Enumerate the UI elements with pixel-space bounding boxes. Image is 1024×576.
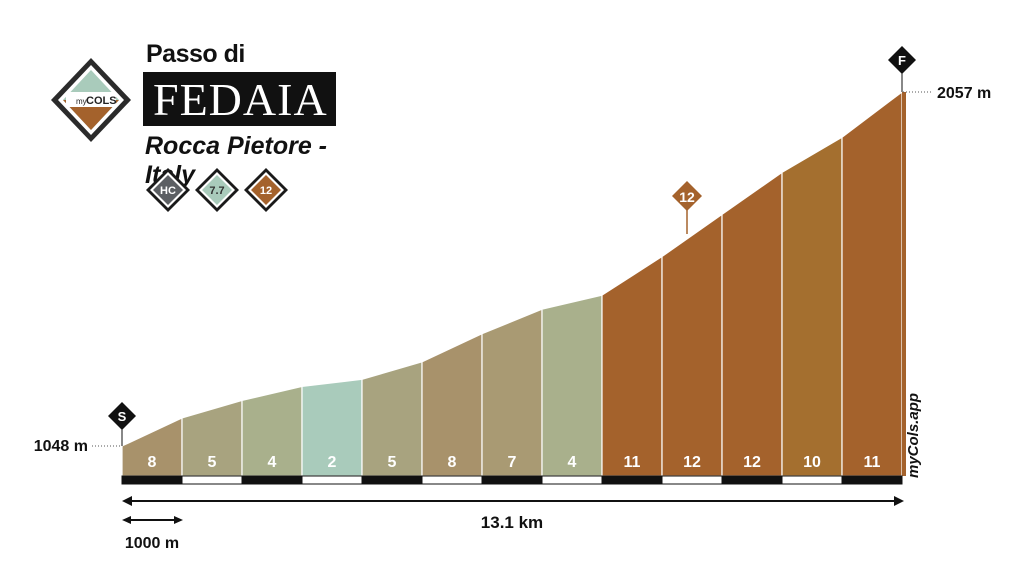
gradient-label: 5 bbox=[208, 454, 217, 471]
mycols-logo: my COLS bbox=[51, 58, 131, 142]
gradient-label: 10 bbox=[803, 454, 821, 471]
gradient-label: 4 bbox=[568, 454, 577, 471]
scale-bar-segment bbox=[721, 475, 783, 485]
difficulty-badges: HC 7.7 12 bbox=[146, 168, 288, 212]
scale-bar-segment bbox=[841, 475, 903, 485]
profile-segment bbox=[781, 136, 843, 477]
scale-bar-segment bbox=[781, 475, 843, 485]
end-elevation-label: 2057 m bbox=[937, 85, 991, 102]
scale-bar-segment bbox=[421, 475, 483, 485]
total-distance-arrow: 13.1 km bbox=[122, 496, 904, 532]
profile-segment bbox=[601, 255, 663, 477]
scale-bar-segment bbox=[481, 475, 543, 485]
gradient-label: 12 bbox=[743, 454, 761, 471]
profile-segment bbox=[661, 213, 723, 477]
badge-fill bbox=[153, 175, 183, 205]
badge-fill bbox=[251, 175, 281, 205]
gradient-label: 8 bbox=[148, 454, 157, 471]
max-gradient-marker: 12 bbox=[672, 181, 702, 234]
gradient-label: 4 bbox=[268, 454, 277, 471]
scale-arrow: 1000 m bbox=[122, 516, 183, 552]
badge-label: 12 bbox=[260, 185, 272, 197]
max-gradient-marker-label: 12 bbox=[679, 189, 695, 205]
badge-label: 7.7 bbox=[209, 185, 224, 197]
profile-segment bbox=[841, 90, 903, 477]
badge-label: HC bbox=[160, 185, 176, 197]
scale-bar-segment bbox=[301, 475, 363, 485]
scale-bar-segment bbox=[241, 475, 303, 485]
distance-scale-bar bbox=[121, 475, 903, 485]
scale-bar-segment bbox=[361, 475, 423, 485]
gradient-label: 7 bbox=[508, 454, 517, 471]
badge-fill bbox=[202, 175, 232, 205]
gradient-label: 12 bbox=[683, 454, 701, 471]
gradient-label: 8 bbox=[448, 454, 457, 471]
climb-title-prefix: Passo di bbox=[146, 40, 245, 68]
profile-segments bbox=[121, 90, 906, 477]
finish-marker-label: F bbox=[898, 53, 906, 68]
logo-label-bg bbox=[66, 92, 116, 107]
scale-bar-segment bbox=[181, 475, 243, 485]
start-marker: S bbox=[108, 402, 136, 446]
profile-segment bbox=[721, 171, 783, 477]
start-marker-label: S bbox=[118, 409, 127, 424]
scale-label: 1000 m bbox=[125, 535, 179, 552]
gradient-label: 5 bbox=[388, 454, 397, 471]
profile-segment bbox=[481, 308, 543, 477]
watermark: myCols.app bbox=[905, 393, 922, 478]
gradient-labels: 8 5 4 2 5 8 7 4 11 12 12 10 11 bbox=[148, 454, 881, 471]
scale-bar-segment bbox=[601, 475, 663, 485]
scale-bar-segment bbox=[541, 475, 603, 485]
profile-segment bbox=[541, 294, 603, 477]
climb-name: FEDAIA bbox=[143, 72, 336, 126]
logo-text-big: COLS bbox=[86, 95, 117, 107]
total-distance-label: 13.1 km bbox=[481, 513, 543, 532]
profile-segment-tail bbox=[902, 92, 906, 476]
logo-text-small: my bbox=[76, 97, 87, 106]
scale-bar-segment bbox=[661, 475, 723, 485]
gradient-label: 11 bbox=[864, 454, 881, 471]
start-elevation-label: 1048 m bbox=[34, 438, 88, 455]
scale-bar-segment bbox=[121, 475, 183, 485]
gradient-label: 11 bbox=[624, 454, 641, 471]
finish-marker: F bbox=[888, 46, 916, 92]
gradient-label: 2 bbox=[328, 454, 337, 471]
